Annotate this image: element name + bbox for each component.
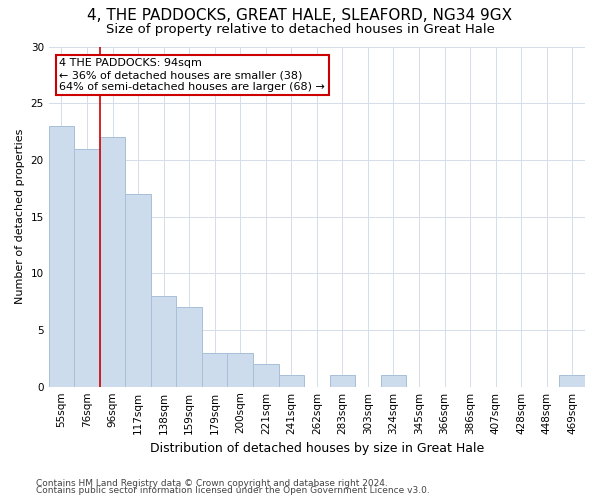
Y-axis label: Number of detached properties: Number of detached properties xyxy=(15,129,25,304)
Text: Size of property relative to detached houses in Great Hale: Size of property relative to detached ho… xyxy=(106,22,494,36)
Bar xyxy=(74,148,100,386)
Bar xyxy=(253,364,278,386)
Bar xyxy=(202,352,227,386)
Text: 4 THE PADDOCKS: 94sqm
← 36% of detached houses are smaller (38)
64% of semi-deta: 4 THE PADDOCKS: 94sqm ← 36% of detached … xyxy=(59,58,325,92)
Bar xyxy=(176,308,202,386)
Bar xyxy=(329,376,355,386)
Bar xyxy=(49,126,74,386)
Bar xyxy=(125,194,151,386)
Text: 4, THE PADDOCKS, GREAT HALE, SLEAFORD, NG34 9GX: 4, THE PADDOCKS, GREAT HALE, SLEAFORD, N… xyxy=(88,8,512,22)
Text: Contains public sector information licensed under the Open Government Licence v3: Contains public sector information licen… xyxy=(36,486,430,495)
Bar xyxy=(100,137,125,386)
Bar xyxy=(227,352,253,386)
Text: Contains HM Land Registry data © Crown copyright and database right 2024.: Contains HM Land Registry data © Crown c… xyxy=(36,478,388,488)
Bar xyxy=(278,376,304,386)
Bar xyxy=(151,296,176,386)
X-axis label: Distribution of detached houses by size in Great Hale: Distribution of detached houses by size … xyxy=(150,442,484,455)
Bar xyxy=(380,376,406,386)
Bar xyxy=(559,376,585,386)
